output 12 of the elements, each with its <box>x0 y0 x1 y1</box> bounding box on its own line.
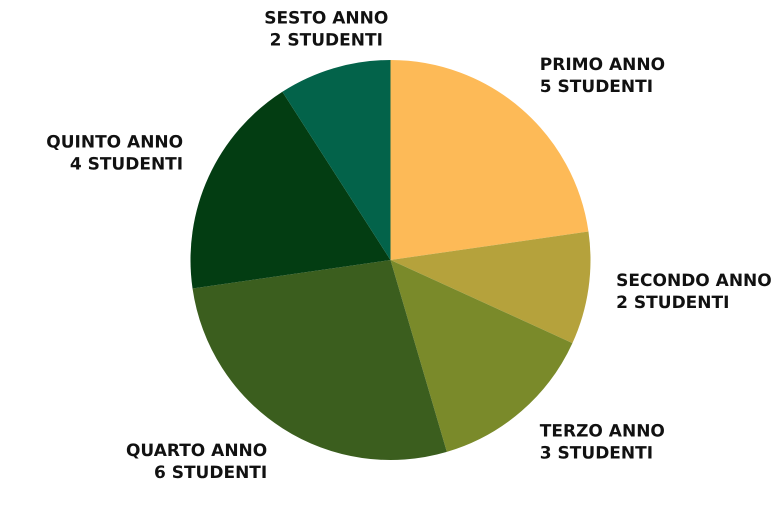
slice-label: PRIMO ANNO <box>540 55 666 76</box>
data-label: 2 STUDENTI <box>616 292 730 313</box>
data-label: 4 STUDENTI <box>70 154 184 175</box>
slice-label: QUINTO ANNO <box>46 132 184 153</box>
data-label: 6 STUDENTI <box>154 463 268 484</box>
slice-label: TERZO ANNO <box>540 422 665 442</box>
slice-label: SESTO ANNO <box>264 8 388 29</box>
slice-label: SECONDO ANNO <box>616 270 772 291</box>
data-label: 2 STUDENTI <box>270 30 383 51</box>
slice-label: QUARTO ANNO <box>126 441 268 462</box>
data-label: 5 STUDENTI <box>540 77 654 98</box>
data-label: 3 STUDENTI <box>540 444 654 464</box>
